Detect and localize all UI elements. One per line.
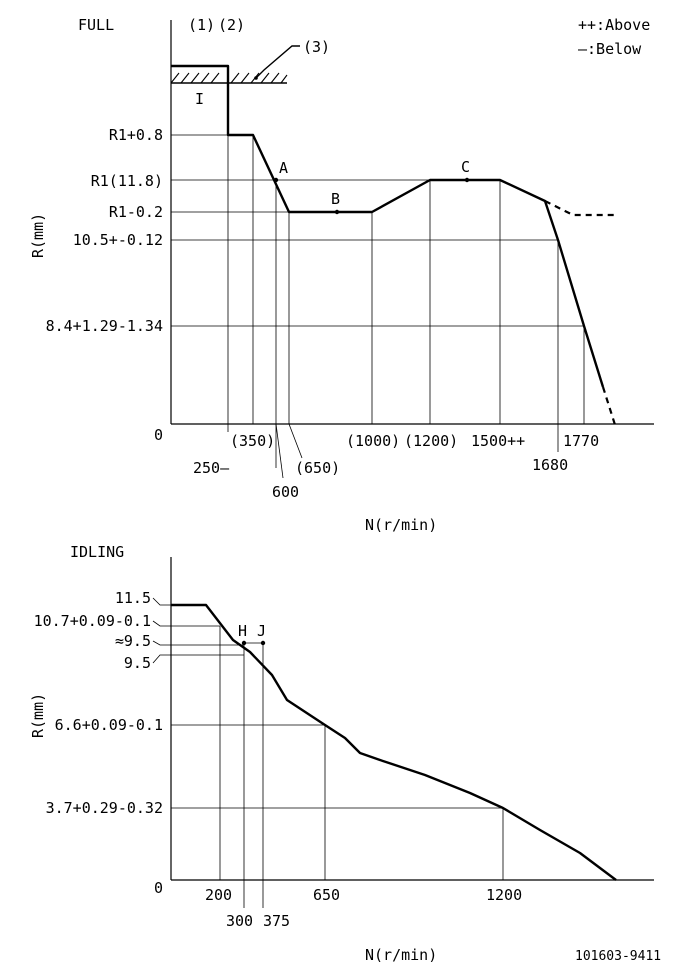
idling-ytick: ≈9.5 (115, 632, 151, 650)
idling-chart: IDLING H J 11.5 10.7+0.09-0.1 ≈9.5 9.5 6… (29, 543, 654, 964)
idling-curve (171, 603, 617, 881)
idling-ytick: 11.5 (115, 589, 151, 607)
marker-3-dot (254, 76, 258, 80)
part-number: 101603-9411 (575, 949, 661, 964)
full-ytick: R1(11.8) (91, 172, 163, 190)
point-c-label: C (461, 158, 470, 176)
full-x-axis-label: N(r/min) (365, 516, 437, 534)
idling-title: IDLING (70, 543, 124, 561)
idling-leader (152, 597, 171, 606)
full-xtick: 250— (193, 459, 230, 477)
point-a-label: A (279, 159, 288, 177)
point-h-dot (241, 640, 247, 646)
idling-y-axis-label: R(mm) (29, 693, 47, 738)
full-xtick: (1000) (346, 432, 400, 450)
point-c-dot (464, 177, 470, 183)
idling-ytick: 9.5 (124, 654, 151, 672)
legend-below: —:Below (578, 40, 642, 58)
full-ytick: R1-0.2 (109, 203, 163, 221)
point-a-dot (273, 177, 279, 183)
full-stopper-hatch (170, 72, 288, 84)
full-leader-600 (275, 423, 284, 479)
point-b-dot (334, 209, 340, 215)
idling-ytick: 10.7+0.09-0.1 (34, 612, 151, 630)
full-y-axis-label: R(mm) (29, 213, 47, 258)
full-xtick: (350) (230, 432, 275, 450)
marker-3: (3) (303, 38, 330, 56)
legend-above: ++:Above (578, 16, 650, 34)
full-ytick: R1+0.8 (109, 126, 163, 144)
full-xtick: 1680 (532, 456, 568, 474)
full-curve (171, 64, 605, 388)
idling-ytick: 6.6+0.09-0.1 (55, 716, 163, 734)
full-ytick: 0 (154, 426, 163, 444)
idling-leader (152, 620, 220, 627)
point-j-dot (260, 640, 266, 646)
full-curve-dashed-lower (601, 386, 618, 429)
marker-3-leader (255, 45, 300, 79)
idling-xtick: 1200 (486, 886, 522, 904)
full-xtick: 600 (272, 483, 299, 501)
idling-xtick: 200 (205, 886, 232, 904)
idling-leader (152, 654, 244, 664)
idling-ytick: 3.7+0.29-0.32 (46, 799, 163, 817)
full-xtick: 1500++ (471, 432, 525, 450)
marker-1: (1) (188, 16, 215, 34)
point-j-label: J (257, 622, 266, 640)
idling-x-axis-label: N(r/min) (365, 946, 437, 964)
idling-leader (152, 640, 244, 646)
point-h-label: H (238, 622, 247, 640)
idling-xtick: 650 (313, 886, 340, 904)
full-ytick: 10.5+-0.12 (73, 231, 163, 249)
marker-2: (2) (218, 16, 245, 34)
full-ytick: 8.4+1.29-1.34 (46, 317, 163, 335)
full-curve-dashed-upper (544, 200, 614, 217)
full-xtick: (1200) (404, 432, 458, 450)
idling-xtick: 375 (263, 912, 290, 930)
idling-ytick: 0 (154, 879, 163, 897)
full-xtick: (650) (295, 459, 340, 477)
full-leader-650 (288, 423, 303, 459)
full-xtick: 1770 (563, 432, 599, 450)
idling-xtick: 300 (226, 912, 253, 930)
full-title: FULL (78, 16, 114, 34)
point-b-label: B (331, 190, 340, 208)
marker-i: I (195, 90, 204, 108)
full-chart: FULL (1) (2) (3) I (29, 16, 654, 534)
